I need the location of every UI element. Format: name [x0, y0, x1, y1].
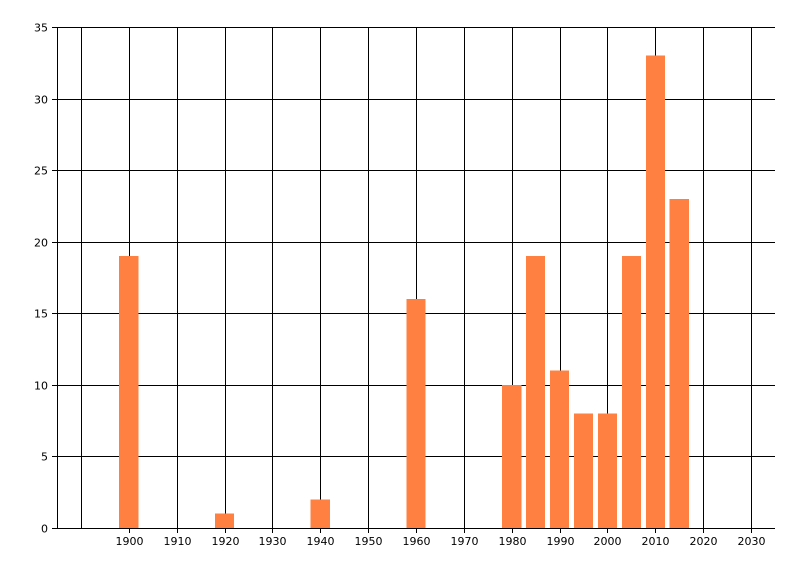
y-tick-label: 15	[34, 308, 48, 321]
x-tick-label: 2000	[594, 535, 622, 548]
x-tick-label: 1950	[355, 535, 383, 548]
bar	[502, 384, 522, 528]
y-tick-label: 20	[34, 237, 48, 250]
bar	[669, 198, 689, 529]
x-tick-label: 2010	[642, 535, 670, 548]
bar	[215, 513, 235, 528]
x-tick-label: 1920	[212, 535, 240, 548]
y-tick-label: 35	[34, 22, 48, 35]
bar	[621, 256, 641, 528]
bar	[526, 256, 546, 528]
bars	[119, 55, 689, 529]
y-axis-ticks: 0 5 10 15 20 25 30 35	[34, 22, 57, 536]
x-tick-label: 1980	[499, 535, 527, 548]
x-tick-label: 2020	[690, 535, 718, 548]
bar	[574, 413, 594, 528]
y-tick-label: 5	[41, 451, 48, 464]
x-tick-label: 1940	[307, 535, 335, 548]
y-tick-label: 30	[34, 94, 48, 107]
bar	[119, 256, 139, 528]
x-tick-label: 1990	[547, 535, 575, 548]
bar	[310, 499, 330, 528]
bar	[406, 299, 426, 528]
x-tick-label: 1960	[403, 535, 431, 548]
x-tick-label: 1970	[451, 535, 479, 548]
x-axis-ticks: 1900 1910 1920 1930 1940 1950 1960 1970 1980 1990…	[116, 528, 766, 548]
y-tick-label: 25	[34, 165, 48, 178]
x-tick-label: 1910	[164, 535, 192, 548]
bar	[597, 413, 617, 528]
bar	[550, 370, 570, 528]
y-tick-label: 0	[41, 523, 48, 536]
x-tick-label: 2030	[738, 535, 766, 548]
bar	[645, 55, 665, 528]
x-tick-label: 1930	[259, 535, 287, 548]
x-tick-label: 1900	[116, 535, 144, 548]
y-tick-label: 10	[34, 380, 48, 393]
